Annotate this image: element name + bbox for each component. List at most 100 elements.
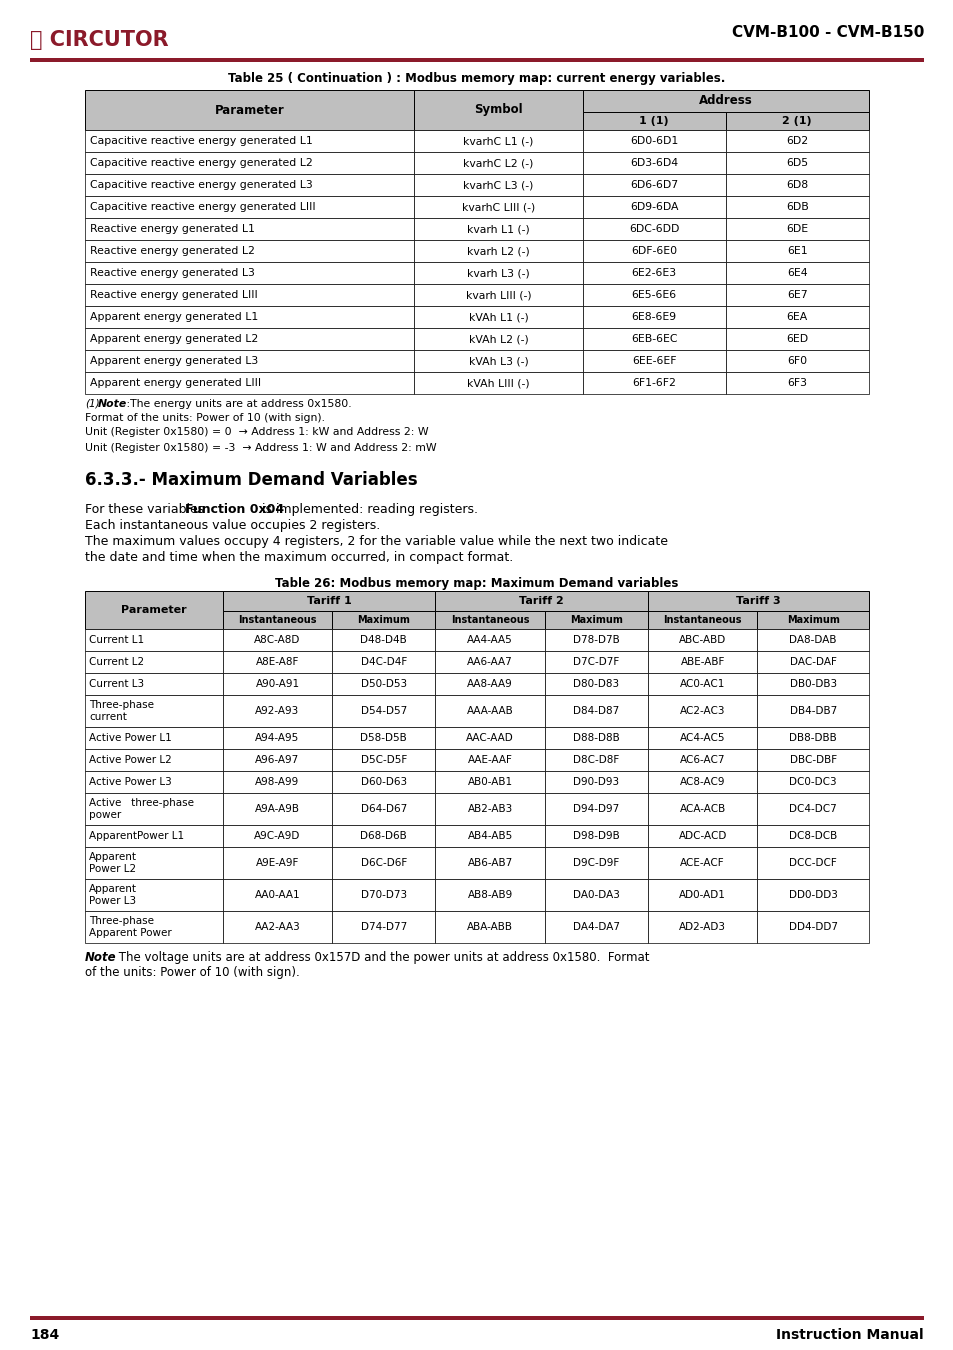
Text: :The energy units are at address 0x1580.: :The energy units are at address 0x1580. bbox=[123, 400, 352, 409]
Text: Reactive energy generated L1: Reactive energy generated L1 bbox=[90, 224, 254, 234]
Bar bbox=[435, 879, 544, 911]
Text: 6DC-6DD: 6DC-6DD bbox=[628, 224, 679, 234]
Text: A9A-A9B: A9A-A9B bbox=[254, 805, 299, 814]
Bar bbox=[582, 90, 868, 112]
Bar bbox=[85, 771, 222, 792]
Bar bbox=[544, 695, 647, 728]
Text: Address: Address bbox=[699, 95, 752, 108]
Text: kvarh L3 (-): kvarh L3 (-) bbox=[467, 269, 529, 278]
Text: ACA-ACB: ACA-ACB bbox=[679, 805, 725, 814]
Bar bbox=[85, 825, 222, 846]
Bar bbox=[222, 674, 332, 695]
Text: D78-D7B: D78-D7B bbox=[573, 634, 619, 645]
Text: Ⓒ CIRCUTOR: Ⓒ CIRCUTOR bbox=[30, 30, 169, 50]
Bar bbox=[414, 240, 582, 262]
Text: DA0-DA3: DA0-DA3 bbox=[573, 890, 619, 900]
Text: kvarhC L2 (-): kvarhC L2 (-) bbox=[463, 158, 533, 167]
Text: 6E1: 6E1 bbox=[786, 246, 807, 256]
Bar bbox=[414, 90, 582, 130]
Text: kvarh L2 (-): kvarh L2 (-) bbox=[467, 246, 529, 256]
Bar bbox=[647, 695, 757, 728]
Text: AD0-AD1: AD0-AD1 bbox=[679, 890, 725, 900]
Text: Current L1: Current L1 bbox=[89, 634, 144, 645]
Text: 2 (1): 2 (1) bbox=[781, 116, 811, 126]
Text: AC0-AC1: AC0-AC1 bbox=[679, 679, 724, 688]
Text: 6EE-6EF: 6EE-6EF bbox=[631, 356, 676, 366]
Text: 6E2-6E3: 6E2-6E3 bbox=[631, 269, 676, 278]
Bar bbox=[332, 792, 435, 825]
Bar bbox=[647, 651, 757, 674]
Bar bbox=[647, 591, 868, 612]
Bar bbox=[85, 262, 414, 284]
Text: Active Power L1: Active Power L1 bbox=[89, 733, 172, 743]
Text: 6F3: 6F3 bbox=[786, 378, 806, 387]
Text: kVAh L2 (-): kVAh L2 (-) bbox=[468, 333, 528, 344]
Bar bbox=[85, 651, 222, 674]
Text: AAA-AAB: AAA-AAB bbox=[466, 706, 513, 716]
Bar bbox=[757, 728, 868, 749]
Text: Table 26: Modbus memory map: Maximum Demand variables: Table 26: Modbus memory map: Maximum Dem… bbox=[275, 576, 678, 590]
Bar bbox=[582, 284, 725, 306]
Text: AB8-AB9: AB8-AB9 bbox=[467, 890, 512, 900]
Text: D50-D53: D50-D53 bbox=[360, 679, 406, 688]
Bar bbox=[85, 728, 222, 749]
Text: D9C-D9F: D9C-D9F bbox=[573, 859, 618, 868]
Text: Instantaneous: Instantaneous bbox=[238, 616, 316, 625]
Bar bbox=[647, 629, 757, 651]
Bar bbox=[582, 196, 725, 217]
Bar bbox=[647, 825, 757, 846]
Bar bbox=[414, 153, 582, 174]
Bar bbox=[544, 612, 647, 629]
Text: Apparent energy generated L2: Apparent energy generated L2 bbox=[90, 333, 258, 344]
Text: Active   three-phase
power: Active three-phase power bbox=[89, 798, 193, 819]
Text: Capacitive reactive energy generated L3: Capacitive reactive energy generated L3 bbox=[90, 180, 313, 190]
Text: AA2-AA3: AA2-AA3 bbox=[254, 922, 300, 931]
Text: DC8-DCB: DC8-DCB bbox=[788, 832, 837, 841]
Bar bbox=[544, 674, 647, 695]
Text: Unit (Register 0x1580) = -3  → Address 1: W and Address 2: mW: Unit (Register 0x1580) = -3 → Address 1:… bbox=[85, 443, 436, 454]
Text: A94-A95: A94-A95 bbox=[255, 733, 299, 743]
Text: 6D2: 6D2 bbox=[785, 136, 807, 146]
Text: Capacitive reactive energy generated L1: Capacitive reactive energy generated L1 bbox=[90, 136, 313, 146]
Text: A92-A93: A92-A93 bbox=[255, 706, 299, 716]
Bar bbox=[222, 612, 332, 629]
Text: Instantaneous: Instantaneous bbox=[662, 616, 741, 625]
Bar bbox=[647, 749, 757, 771]
Text: DC0-DC3: DC0-DC3 bbox=[789, 778, 836, 787]
Bar bbox=[435, 911, 544, 944]
Text: 6EB-6EC: 6EB-6EC bbox=[630, 333, 677, 344]
Bar bbox=[725, 262, 868, 284]
Text: D64-D67: D64-D67 bbox=[360, 805, 407, 814]
Bar bbox=[85, 306, 414, 328]
Bar bbox=[414, 130, 582, 153]
Bar bbox=[414, 328, 582, 350]
Text: Three-phase
current: Three-phase current bbox=[89, 701, 153, 722]
Bar bbox=[544, 911, 647, 944]
Text: D84-D87: D84-D87 bbox=[573, 706, 618, 716]
Text: 6D5: 6D5 bbox=[785, 158, 807, 167]
Bar bbox=[544, 749, 647, 771]
Bar bbox=[725, 112, 868, 130]
Text: D6C-D6F: D6C-D6F bbox=[360, 859, 407, 868]
Bar bbox=[544, 629, 647, 651]
Bar bbox=[757, 629, 868, 651]
Bar bbox=[582, 306, 725, 328]
Bar bbox=[435, 695, 544, 728]
Text: D48-D4B: D48-D4B bbox=[360, 634, 407, 645]
Text: Parameter: Parameter bbox=[214, 104, 284, 116]
Text: of the units: Power of 10 (with sign).: of the units: Power of 10 (with sign). bbox=[85, 967, 299, 979]
Text: 6D6-6D7: 6D6-6D7 bbox=[630, 180, 678, 190]
Text: kVAh L1 (-): kVAh L1 (-) bbox=[468, 312, 528, 323]
Bar bbox=[30, 58, 923, 62]
Bar bbox=[332, 846, 435, 879]
Text: 6F1-6F2: 6F1-6F2 bbox=[632, 378, 676, 387]
Bar bbox=[222, 749, 332, 771]
Text: AA6-AA7: AA6-AA7 bbox=[467, 657, 513, 667]
Bar bbox=[222, 728, 332, 749]
Text: kvarhC L1 (-): kvarhC L1 (-) bbox=[463, 136, 533, 146]
Text: D98-D9B: D98-D9B bbox=[573, 832, 619, 841]
Text: kvarhC LIII (-): kvarhC LIII (-) bbox=[461, 202, 535, 212]
Text: ADC-ACD: ADC-ACD bbox=[678, 832, 726, 841]
Text: kVAh L3 (-): kVAh L3 (-) bbox=[468, 356, 528, 366]
Text: D58-D5B: D58-D5B bbox=[360, 733, 407, 743]
